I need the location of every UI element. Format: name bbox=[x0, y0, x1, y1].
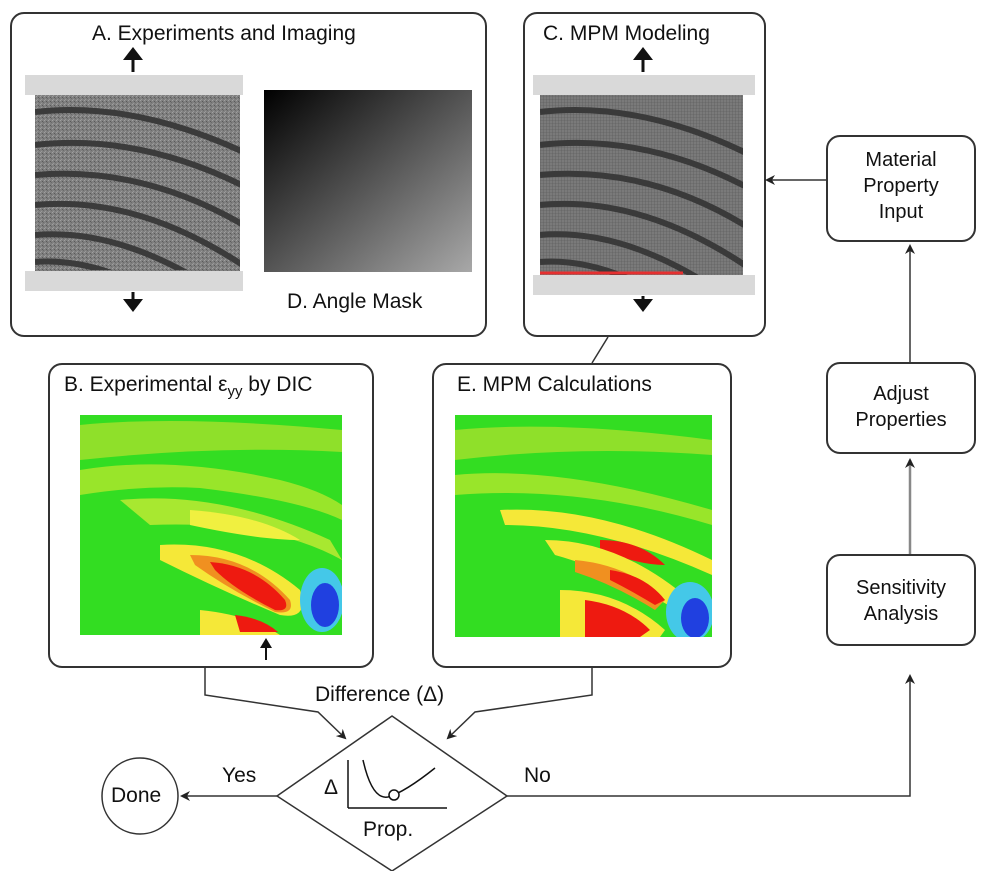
difference-axis-y: Δ bbox=[324, 776, 339, 799]
no-label: No bbox=[524, 764, 551, 787]
panel-b-title-main: B. Experimental ε bbox=[64, 373, 228, 396]
material-property-input-box bbox=[826, 135, 976, 242]
sensitivity-analysis-label: Sensitivity Analysis bbox=[826, 575, 976, 627]
panel-b-title: B. Experimental εyy by DIC bbox=[64, 373, 312, 400]
panel-a-title: A. Experiments and Imaging bbox=[92, 22, 356, 45]
panel-d-title: D. Angle Mask bbox=[287, 290, 423, 313]
bottom-grip bbox=[25, 271, 243, 291]
mpm-model-image bbox=[533, 47, 755, 312]
material-line-2: Property bbox=[863, 175, 939, 197]
top-grip bbox=[25, 75, 243, 95]
angle-mask-image bbox=[264, 90, 472, 272]
done-label: Done bbox=[111, 784, 162, 807]
sensitivity-line-2: Analysis bbox=[863, 603, 939, 625]
sensitivity-analysis-box bbox=[826, 554, 976, 646]
dic-strain-map bbox=[80, 415, 342, 635]
adjust-line-1: Adjust bbox=[873, 383, 929, 405]
panel-c-title: C. MPM Modeling bbox=[543, 22, 710, 45]
difference-axis-x: Prop. bbox=[363, 818, 414, 841]
adjust-properties-label: Adjust Properties bbox=[826, 381, 976, 433]
panel-e-title: E. MPM Calculations bbox=[457, 373, 652, 396]
material-line-3: Input bbox=[878, 201, 924, 223]
panel-b-title-tail: by DIC bbox=[242, 373, 313, 396]
specimen-image bbox=[25, 47, 243, 312]
difference-label: Difference (Δ) bbox=[315, 683, 445, 706]
sensitivity-line-1: Sensitivity bbox=[855, 577, 947, 599]
done-circle bbox=[101, 757, 179, 835]
mpm-strain-map bbox=[455, 415, 712, 637]
difference-mini-plot bbox=[347, 759, 447, 809]
yes-label: Yes bbox=[222, 764, 257, 787]
adjust-line-2: Properties bbox=[855, 409, 947, 431]
material-line-1: Material bbox=[865, 149, 937, 171]
dic-marker-arrow bbox=[260, 638, 272, 648]
panel-b-title-sub: yy bbox=[227, 383, 243, 401]
adjust-properties-box bbox=[826, 362, 976, 454]
material-property-input-label: Material Property Input bbox=[826, 147, 976, 225]
